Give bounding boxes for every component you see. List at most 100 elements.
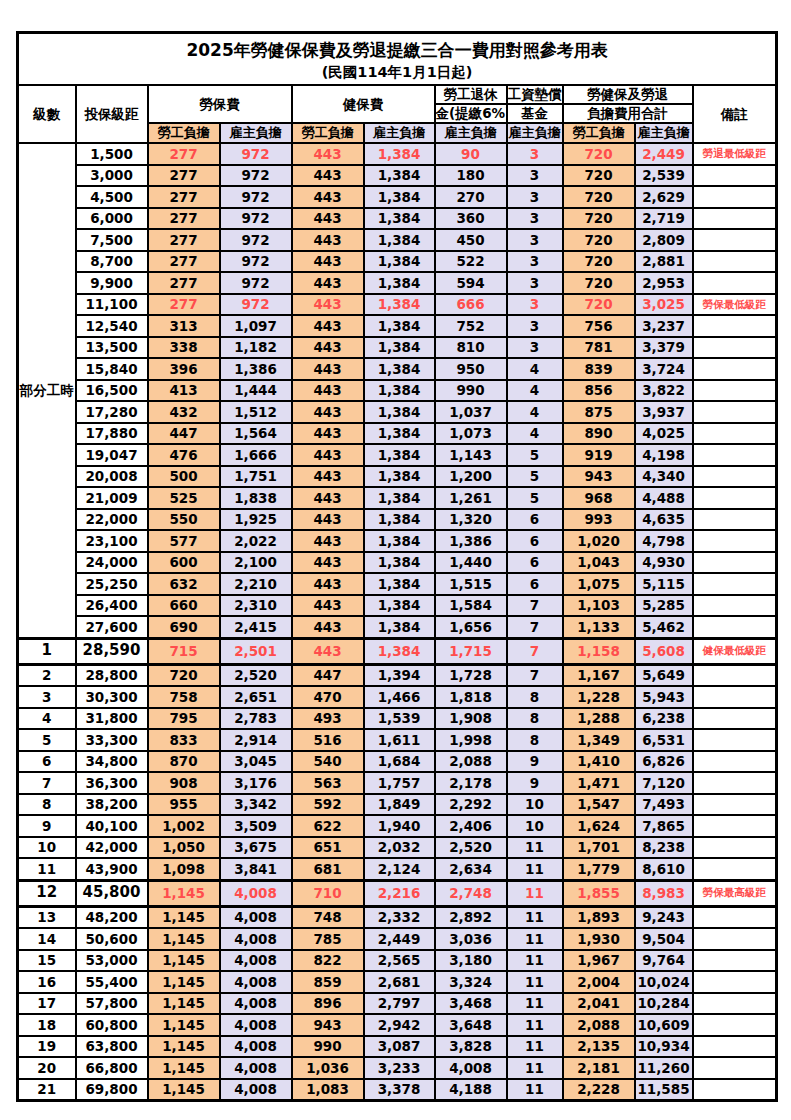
cell-health-employee: 443 bbox=[292, 423, 364, 445]
cell-pension-employer: 1,261 bbox=[435, 487, 507, 509]
cell-total-employer: 11,260 bbox=[635, 1057, 693, 1079]
note-cell bbox=[693, 401, 777, 423]
reference-table-sheet: 2025年勞健保保費及勞退提繳三合一費用對照參考用表 (民國114年1月1日起)… bbox=[16, 31, 778, 1102]
cell-pension-employer: 1,143 bbox=[435, 444, 507, 466]
table-row: 6,0002779724431,38436037202,719 bbox=[18, 208, 777, 230]
cell-health-employer: 1,539 bbox=[364, 708, 435, 730]
table-row: 26,4006602,3104431,3841,58471,1035,285 bbox=[18, 595, 777, 617]
cell-health-employer: 2,797 bbox=[364, 993, 435, 1015]
cell-health-employer: 1,940 bbox=[364, 815, 435, 837]
cell-health-employee: 622 bbox=[292, 815, 364, 837]
salary-bracket-cell: 40,100 bbox=[76, 815, 148, 837]
cell-health-employee: 896 bbox=[292, 993, 364, 1015]
cell-health-employee: 990 bbox=[292, 1036, 364, 1058]
cell-total-employer: 4,488 bbox=[635, 487, 693, 509]
cell-labor-employee: 550 bbox=[148, 509, 220, 531]
header-labor-insurance: 勞保費 bbox=[148, 85, 292, 123]
cell-health-employer: 1,384 bbox=[364, 251, 435, 273]
cell-wage-fund-employer: 9 bbox=[507, 772, 563, 794]
cell-labor-employer: 2,914 bbox=[220, 729, 292, 751]
cell-labor-employee: 908 bbox=[148, 772, 220, 794]
cell-health-employer: 1,384 bbox=[364, 530, 435, 552]
cell-total-employer: 4,198 bbox=[635, 444, 693, 466]
cell-labor-employee: 447 bbox=[148, 423, 220, 445]
cell-labor-employee: 1,145 bbox=[148, 1079, 220, 1101]
salary-bracket-cell: 66,800 bbox=[76, 1057, 148, 1079]
cell-labor-employee: 1,145 bbox=[148, 1057, 220, 1079]
cell-health-employee: 443 bbox=[292, 573, 364, 595]
cell-wage-fund-employer: 11 bbox=[507, 971, 563, 993]
cell-labor-employer: 1,444 bbox=[220, 380, 292, 402]
cell-health-employer: 3,378 bbox=[364, 1079, 435, 1101]
cell-labor-employee: 833 bbox=[148, 729, 220, 751]
table-row: 12,5403131,0974431,38475237563,237 bbox=[18, 315, 777, 337]
cell-total-employer: 5,649 bbox=[635, 664, 693, 686]
cell-pension-employer: 1,728 bbox=[435, 664, 507, 686]
cell-labor-employee: 277 bbox=[148, 186, 220, 208]
cell-labor-employee: 1,098 bbox=[148, 858, 220, 880]
cell-wage-fund-employer: 11 bbox=[507, 906, 563, 928]
cell-labor-employer: 1,097 bbox=[220, 315, 292, 337]
cell-total-employee: 2,041 bbox=[563, 993, 635, 1015]
table-row: 17,2804321,5124431,3841,03748753,937 bbox=[18, 401, 777, 423]
cell-total-employee: 1,158 bbox=[563, 638, 635, 664]
cell-pension-employer: 1,440 bbox=[435, 552, 507, 574]
cell-labor-employee: 715 bbox=[148, 638, 220, 664]
cell-health-employee: 493 bbox=[292, 708, 364, 730]
cell-total-employer: 3,379 bbox=[635, 337, 693, 359]
salary-bracket-cell: 31,800 bbox=[76, 708, 148, 730]
cell-labor-employee: 525 bbox=[148, 487, 220, 509]
note-cell bbox=[693, 423, 777, 445]
salary-bracket-cell: 24,000 bbox=[76, 552, 148, 574]
cell-health-employer: 1,684 bbox=[364, 751, 435, 773]
note-cell bbox=[693, 751, 777, 773]
cell-health-employer: 1,384 bbox=[364, 165, 435, 187]
cell-health-employer: 2,565 bbox=[364, 950, 435, 972]
table-row: 634,8008703,0455401,6842,08891,4106,826 bbox=[18, 751, 777, 773]
salary-bracket-cell: 7,500 bbox=[76, 229, 148, 251]
cell-wage-fund-employer: 7 bbox=[507, 616, 563, 638]
cell-health-employer: 1,384 bbox=[364, 229, 435, 251]
cell-pension-employer: 450 bbox=[435, 229, 507, 251]
salary-bracket-cell: 60,800 bbox=[76, 1014, 148, 1036]
cell-total-employee: 1,967 bbox=[563, 950, 635, 972]
cell-labor-employer: 972 bbox=[220, 143, 292, 165]
cell-wage-fund-employer: 11 bbox=[507, 858, 563, 880]
cell-total-employee: 720 bbox=[563, 208, 635, 230]
cell-labor-employee: 313 bbox=[148, 315, 220, 337]
salary-bracket-cell: 53,000 bbox=[76, 950, 148, 972]
cell-health-employer: 1,384 bbox=[364, 573, 435, 595]
cell-health-employee: 785 bbox=[292, 928, 364, 950]
cell-labor-employee: 955 bbox=[148, 794, 220, 816]
cell-wage-fund-employer: 5 bbox=[507, 444, 563, 466]
table-row: 16,5004131,4444431,38499048563,822 bbox=[18, 380, 777, 402]
cell-total-employer: 3,937 bbox=[635, 401, 693, 423]
cell-total-employee: 919 bbox=[563, 444, 635, 466]
cell-labor-employer: 4,008 bbox=[220, 1079, 292, 1101]
cell-labor-employee: 632 bbox=[148, 573, 220, 595]
cell-total-employer: 2,449 bbox=[635, 143, 693, 165]
note-cell bbox=[693, 971, 777, 993]
cell-pension-employer: 2,178 bbox=[435, 772, 507, 794]
cell-wage-fund-employer: 3 bbox=[507, 337, 563, 359]
note-cell bbox=[693, 1057, 777, 1079]
cell-pension-employer: 90 bbox=[435, 143, 507, 165]
cell-total-employee: 1,893 bbox=[563, 906, 635, 928]
cell-total-employer: 8,983 bbox=[635, 880, 693, 906]
table-row: 1860,8001,1454,0089432,9423,648112,08810… bbox=[18, 1014, 777, 1036]
cell-total-employee: 1,075 bbox=[563, 573, 635, 595]
note-cell bbox=[693, 530, 777, 552]
salary-bracket-cell: 28,800 bbox=[76, 664, 148, 686]
cell-labor-employer: 1,512 bbox=[220, 401, 292, 423]
header-pension-line1: 勞工退休 bbox=[435, 85, 507, 104]
cell-labor-employee: 1,145 bbox=[148, 993, 220, 1015]
cell-pension-employer: 1,386 bbox=[435, 530, 507, 552]
page-subtitle: (民國114年1月1日起) bbox=[19, 65, 775, 81]
cell-labor-employer: 1,751 bbox=[220, 466, 292, 488]
level-cell: 16 bbox=[18, 971, 76, 993]
cell-labor-employee: 500 bbox=[148, 466, 220, 488]
cell-pension-employer: 4,188 bbox=[435, 1079, 507, 1101]
cell-labor-employee: 660 bbox=[148, 595, 220, 617]
cell-wage-fund-employer: 11 bbox=[507, 1057, 563, 1079]
cell-labor-employee: 277 bbox=[148, 229, 220, 251]
